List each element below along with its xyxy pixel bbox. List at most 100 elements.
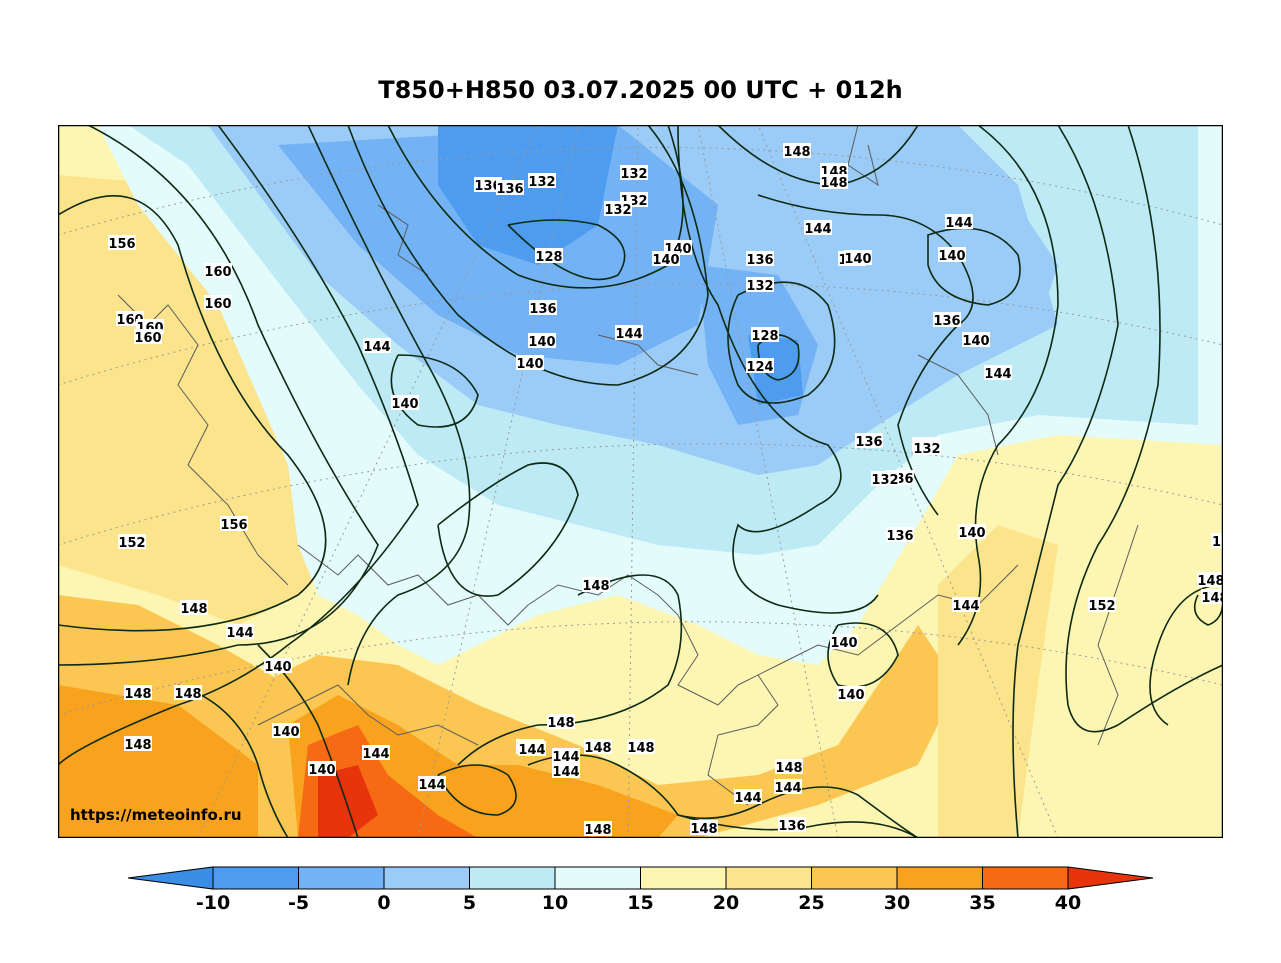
contour-label-text: 136 [474, 179, 501, 194]
contour-label: 136 [933, 312, 961, 329]
contour-label: 132 [528, 173, 556, 190]
contour-label: 124 [746, 358, 774, 375]
contour-label: 144 [552, 763, 580, 780]
contour-label: 144 [734, 789, 762, 806]
contour-label: 148 [584, 821, 612, 838]
colorbar-tick-label: 0 [377, 892, 391, 914]
contour-label: 160 [204, 295, 232, 312]
contour-label: 140 [938, 247, 966, 264]
weather-map: 156 160 160 160 160 160 152 156 148 144 148 140 148 1… [58, 125, 1223, 838]
contour-label-text: 140 [528, 335, 555, 350]
contour-label: 156 [108, 235, 136, 252]
contour-label-text: 148 [547, 716, 574, 731]
contour-label-text: 144 [418, 778, 445, 793]
contour-label: 140 [391, 395, 419, 412]
contour-label-text: 144 [552, 750, 579, 765]
colorbar-tick-label: 25 [798, 892, 825, 914]
contour-label: 148 [1197, 572, 1223, 589]
contour-label-text: 144 [518, 743, 545, 758]
contour-label-text: 136 [496, 182, 523, 197]
colorbar-segment [554, 866, 641, 890]
colorbar-tick-label: -10 [195, 892, 231, 914]
contour-label-text: 140 [837, 688, 864, 703]
contour-label: 140 [837, 686, 865, 703]
colorbar-tick-label: 20 [712, 892, 740, 914]
contour-label: 136 [778, 817, 806, 834]
contour-label: 148 [124, 685, 152, 702]
contour-label-text: 140 [391, 397, 418, 412]
graticule-lines [58, 125, 1223, 838]
contour-label-text: 144 [734, 791, 761, 806]
contour-label: 148 [174, 685, 202, 702]
colorbar-tick-label: 40 [1054, 892, 1082, 914]
contour-label-text: 136 [746, 253, 773, 268]
contour-label: 148 [180, 600, 208, 617]
contour-label-text: 148 [1197, 574, 1223, 589]
temperature-colorbar [128, 866, 1154, 890]
contour-label: 144 [226, 624, 254, 641]
contour-label-text: 160 [204, 297, 231, 312]
colorbar-segment [298, 866, 385, 890]
contour-label-text: 152 [118, 536, 145, 551]
colorbar-tick-label: 5 [462, 892, 477, 914]
contour-label: 128 [751, 327, 779, 344]
contour-label-layer: 1561601601601601601521561481441481401481… [108, 143, 1223, 838]
contour-label: 148 [627, 739, 655, 756]
contour-label: 144 [418, 776, 446, 793]
colorbar-segment [982, 866, 1069, 890]
contour-label: 132 [746, 277, 774, 294]
contour-label: 144 [363, 338, 391, 355]
contour-label-text: 140 [844, 252, 871, 267]
contour-label-text: 148 [820, 176, 847, 191]
contour-label-text: 148 [775, 761, 802, 776]
contour-label-text: 148 [180, 602, 207, 617]
contour-label-text: 144 [226, 626, 253, 641]
contour-label-text: 148 [584, 823, 611, 838]
contour-label: 152 [118, 534, 146, 551]
colorbar-tick-label: 15 [627, 892, 654, 914]
contour-label-text: 144 [362, 747, 389, 762]
contour-label: 140 [830, 634, 858, 651]
contour-label: 132 [871, 471, 899, 488]
colorbar-segment [383, 866, 470, 890]
contour-label-text: 140 [962, 334, 989, 349]
contour-label-text: 148 [1201, 591, 1223, 606]
contour-label: 156 [220, 516, 248, 533]
contour-label: 140 [844, 250, 872, 267]
contour-label: 144 [945, 214, 973, 231]
contour-label: 140 [528, 333, 556, 350]
contour-label-text: 136 [529, 302, 556, 317]
height-contours [58, 125, 1223, 838]
contour-label: 144 [518, 741, 546, 758]
contour-label: 144 [615, 325, 643, 342]
colorbar-tick-label: 35 [969, 892, 996, 914]
contour-label-text: 128 [751, 329, 778, 344]
contour-label: 140 [516, 355, 544, 372]
contour-label: 144 [362, 745, 390, 762]
contour-label-text: 136 [778, 819, 805, 834]
contour-label: 144 [552, 748, 580, 765]
contour-label-text: 144 [804, 222, 831, 237]
contour-label: 140 [272, 723, 300, 740]
contour-label-text: 144 [552, 765, 579, 780]
contour-label: 148 [547, 714, 575, 731]
contour-label-text: 144 [363, 340, 390, 355]
contour-label-text: 140 [308, 763, 335, 778]
contour-label: 132 [913, 440, 941, 457]
contour-label-text: 140 [516, 357, 543, 372]
contour-label: 15 [1211, 533, 1223, 550]
map-title: T850+H850 03.07.2025 00 UTC + 012h [378, 76, 903, 104]
contour-label-text: 140 [264, 660, 291, 675]
contour-label-text: 132 [746, 279, 773, 294]
source-url: https://meteoinfo.ru [70, 806, 242, 824]
contour-label: 136 [886, 527, 914, 544]
contour-label: 140 [264, 658, 292, 675]
temperature-field [58, 125, 1223, 838]
contour-label-text: 128 [535, 250, 562, 265]
colorbar-tick-label: 10 [541, 892, 569, 914]
contour-label: 152 [1088, 597, 1116, 614]
contour-label: 160 [204, 263, 232, 280]
contour-label: 144 [774, 779, 802, 796]
contour-label: 136 [474, 177, 502, 194]
colorbar-segment [896, 866, 983, 890]
